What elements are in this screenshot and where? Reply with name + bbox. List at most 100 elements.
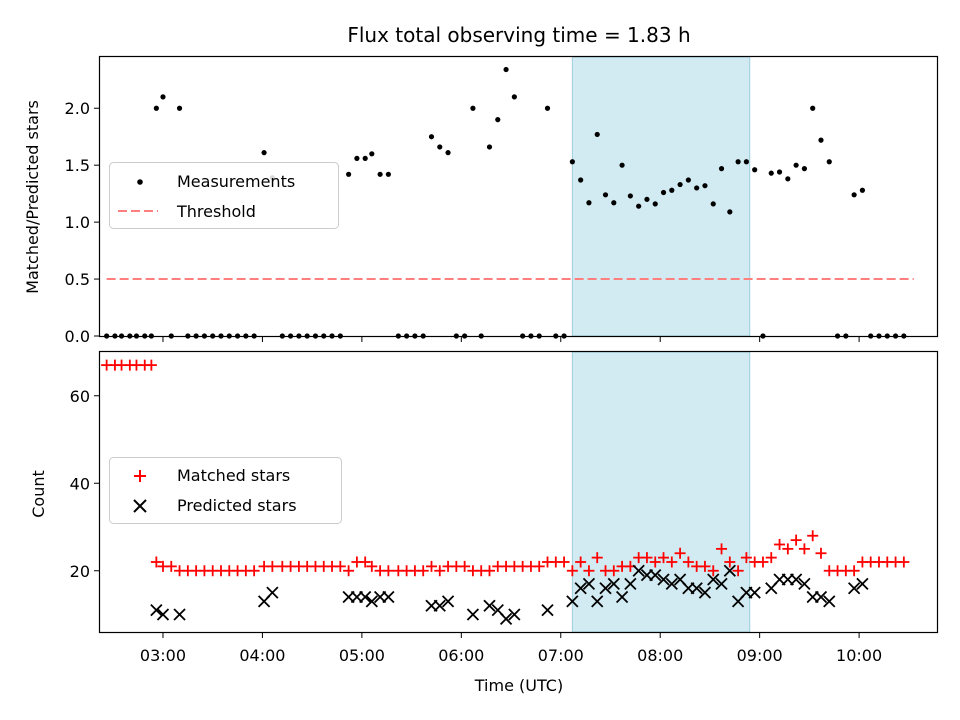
bottom-y-tick-label: 40	[70, 474, 90, 493]
measurement-point	[377, 171, 383, 177]
predicted-star-point	[690, 582, 703, 595]
measurement-point	[677, 181, 683, 188]
measurement-point	[503, 66, 509, 73]
x-tick-label: 05:00	[339, 646, 385, 665]
measurement-point	[718, 166, 725, 172]
predicted-star-point	[466, 608, 480, 621]
matched-star-point	[459, 560, 471, 572]
measurement-point	[611, 200, 617, 206]
predicted-star-point	[856, 577, 869, 591]
legend-measurements-marker	[137, 179, 143, 185]
matched-star-point	[343, 565, 355, 577]
measurement-point	[702, 183, 708, 189]
matched-star-point	[898, 556, 910, 568]
measurement-point	[602, 192, 609, 198]
bottom-shaded-interval	[571, 351, 751, 633]
legend-measurements-label: Measurements	[177, 172, 295, 191]
measurement-point	[569, 159, 575, 165]
measurement-point	[486, 144, 493, 150]
measurement-point	[160, 94, 166, 100]
top-y-tick-label: 1.5	[65, 156, 90, 175]
predicted-star-point	[707, 573, 720, 586]
predicted-x-b	[499, 612, 513, 626]
measurement-point	[685, 177, 691, 183]
measurement-point	[362, 155, 368, 161]
matched-star-point	[641, 552, 653, 564]
predicted-star-point	[499, 612, 513, 626]
top-y-tick-label: 0.0	[65, 327, 90, 346]
measurement-point	[727, 209, 733, 215]
measurement-point	[627, 193, 633, 199]
measurement-point	[801, 166, 808, 172]
measurement-point	[669, 187, 675, 193]
matched-star-point	[707, 565, 719, 577]
x-tick-label: 06:00	[438, 646, 484, 665]
bottom-y-ticks: 20 40 60	[70, 387, 100, 581]
matched-star-point	[417, 565, 429, 577]
matched-star-point	[724, 556, 736, 568]
bottom-x-ticks: 03:00 04:00 05:00 06:00 07:00 08:00 09:00 10:00	[140, 632, 882, 665]
matched-star-point	[666, 556, 678, 568]
matched-star-point	[757, 556, 769, 568]
predicted-star-point	[508, 608, 521, 621]
top-legend[interactable]: Measurements Threshold	[109, 162, 339, 229]
x-tick-label: 03:00	[140, 646, 186, 665]
matched-star-point	[774, 539, 786, 550]
bottom-legend[interactable]: Matched stars Predicted stars	[109, 457, 342, 524]
matched-star-point	[145, 359, 157, 371]
matched-star-point	[266, 560, 278, 572]
measurement-point	[859, 187, 866, 193]
matched-star-point	[591, 552, 603, 564]
predicted-star-point	[156, 608, 170, 621]
predicted-x-b	[657, 573, 670, 586]
matched-star-point	[359, 556, 371, 568]
predicted-x-b	[466, 608, 480, 621]
matched-star-point	[674, 547, 686, 559]
top-y-tick-label: 0.5	[65, 270, 90, 289]
predicted-star-point	[823, 595, 836, 608]
matched-star-point	[248, 565, 260, 577]
predicted-star-point	[150, 603, 163, 617]
measurement-point	[752, 167, 758, 173]
measurement-point	[437, 144, 443, 150]
predicted-x-b	[266, 586, 279, 599]
measurement-point	[793, 162, 799, 168]
matched-star-point	[740, 552, 752, 564]
predicted-x-b	[847, 582, 861, 595]
predicted-x-b	[856, 577, 869, 591]
measurement-point	[385, 171, 391, 177]
measurement-point	[768, 170, 774, 176]
bottom-y-axis-label: Count	[29, 470, 48, 518]
x-tick-label: 04:00	[239, 646, 285, 665]
predicted-star-point	[365, 595, 378, 608]
matched-star-point	[765, 552, 777, 564]
measurement-point	[261, 150, 267, 156]
matched-star-point	[790, 534, 802, 546]
predicted-x-b	[365, 595, 378, 608]
predicted-x-b	[615, 590, 629, 604]
measurement-point	[578, 177, 584, 183]
measurement-point	[511, 94, 517, 100]
x-tick-label: 09:00	[737, 646, 783, 665]
measurement-point	[652, 201, 658, 207]
predicted-x-b	[814, 590, 828, 604]
top-y-ticks: 0.0 0.5 1.0 1.5 2.0	[65, 99, 100, 346]
matched-star-point	[815, 547, 827, 559]
matched-star-point	[699, 560, 711, 572]
predicted-star-point	[591, 595, 604, 608]
x-tick-label: 08:00	[637, 646, 683, 665]
top-panel: 0.00.51.01.52.0 Matched/Predicted stars …	[23, 55, 939, 346]
predicted-star-point	[607, 577, 620, 591]
predicted-star-point	[789, 573, 803, 586]
matched-star-point	[608, 565, 620, 577]
predicted-x-b	[156, 608, 170, 621]
predicted-x-b	[491, 603, 504, 617]
matched-star-point	[732, 565, 744, 577]
bottom-legend-box	[109, 457, 342, 524]
legend-threshold-label: Threshold	[176, 202, 256, 221]
predicted-star-point	[748, 586, 761, 599]
predicted-star-point	[566, 595, 579, 608]
measurement-point	[470, 105, 476, 111]
matched-star-point	[583, 565, 595, 577]
